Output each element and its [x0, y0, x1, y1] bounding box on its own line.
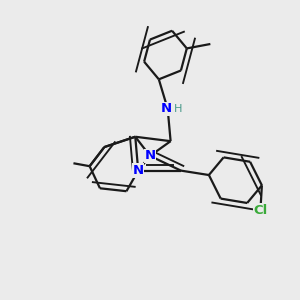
Text: H: H: [174, 104, 182, 114]
Text: N: N: [144, 149, 156, 162]
Text: Cl: Cl: [253, 204, 268, 217]
Text: N: N: [160, 102, 172, 115]
Text: N: N: [133, 164, 144, 177]
